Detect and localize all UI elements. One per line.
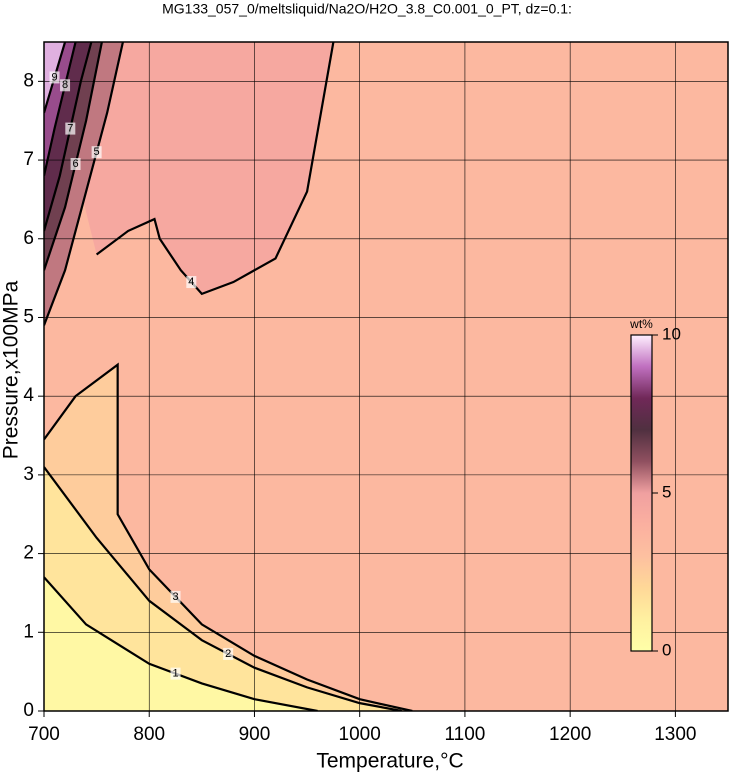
y-tick-label: 5	[23, 306, 34, 327]
contour-label-bg	[60, 79, 71, 92]
y-tick-label: 2	[23, 543, 34, 564]
x-tick-label: 800	[133, 724, 165, 745]
x-tick-label: 1200	[549, 724, 591, 745]
x-tick-label: 1300	[654, 724, 696, 745]
x-tick-label: 700	[28, 724, 60, 745]
contour-label: 6	[73, 158, 79, 170]
x-tick-label: 1000	[339, 724, 381, 745]
contour-label: 2	[225, 648, 231, 660]
colorbar-label: wt%	[629, 317, 653, 331]
plot-area: 1 2 3 4 5 6 7 89	[44, 42, 728, 711]
contour-label: 4	[188, 276, 194, 288]
colorbar	[630, 334, 653, 652]
contour-line	[44, 42, 124, 326]
contour-label-bg	[70, 157, 81, 170]
y-tick-label: 7	[23, 149, 34, 170]
x-tick-label: 1100	[444, 724, 485, 745]
y-tick-label: 1	[23, 621, 34, 642]
contour-label: 8	[62, 79, 68, 91]
contour-label: 1	[172, 668, 178, 680]
y-axis-label: Pressure,x100MPa	[0, 280, 23, 459]
colorbar-tick-label: 0	[662, 640, 671, 659]
y-tick-label: 4	[23, 385, 34, 406]
contour-label: 5	[94, 146, 100, 158]
contour-fill	[44, 577, 318, 711]
y-tick-label: 8	[23, 70, 34, 91]
contour-label: 9	[51, 71, 57, 83]
chart-title: MG133_057_0/meltsliquid/Na2O/H2O_3.8_C0.…	[162, 1, 572, 17]
contour-label-bg	[91, 146, 102, 159]
y-tick-label: 3	[23, 464, 34, 485]
contour-fill	[44, 42, 334, 294]
contour-label-bg	[186, 276, 197, 289]
contour-fill	[44, 467, 402, 711]
x-tick-label: 900	[239, 724, 271, 745]
colorbar-tick-label: 10	[662, 324, 681, 343]
contour-label-bg	[65, 122, 76, 135]
contour-label: 7	[67, 122, 73, 134]
plot-frame	[43, 41, 729, 712]
contour-label: 3	[172, 591, 178, 603]
contour-line	[44, 42, 77, 177]
contour-label-bg	[170, 667, 181, 680]
contour-label-bg	[223, 647, 234, 660]
contour-label-bg	[49, 71, 60, 84]
contour-label-bg	[170, 590, 181, 603]
x-axis-label: Temperature,°C	[316, 750, 463, 773]
y-tick-label: 0	[23, 700, 34, 721]
y-tick-label: 6	[23, 228, 34, 249]
colorbar-tick-label: 5	[662, 482, 671, 501]
